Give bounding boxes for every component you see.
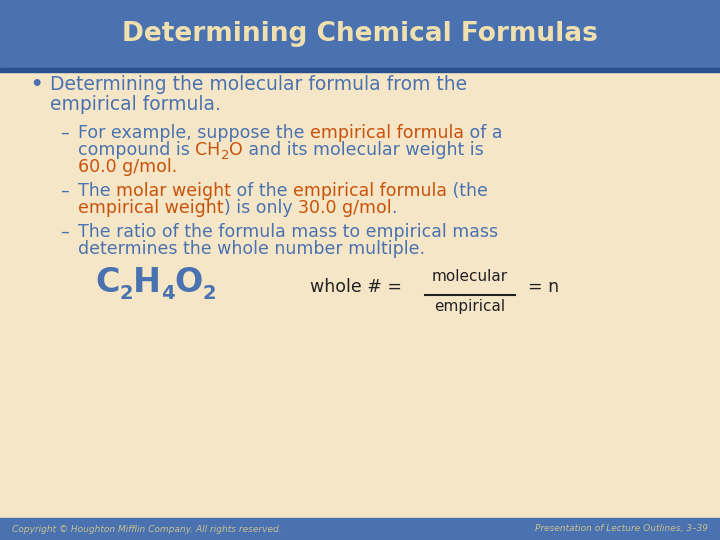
Text: compound is: compound is <box>78 141 195 159</box>
Bar <box>0 518 720 540</box>
Text: The ratio of the formula mass to empirical mass: The ratio of the formula mass to empiric… <box>78 223 498 241</box>
Text: CH: CH <box>195 141 220 159</box>
Text: empirical formula: empirical formula <box>310 124 464 142</box>
Text: Presentation of Lecture Outlines, 3–39: Presentation of Lecture Outlines, 3–39 <box>535 524 708 534</box>
Text: –: – <box>60 124 68 142</box>
Text: –: – <box>60 182 68 200</box>
Text: empirical: empirical <box>434 299 505 314</box>
Text: 60.0 g/mol.: 60.0 g/mol. <box>78 158 177 176</box>
Text: of a: of a <box>464 124 503 142</box>
Bar <box>0 68 720 72</box>
Text: –: – <box>60 223 68 241</box>
Text: molar weight: molar weight <box>116 182 231 200</box>
Text: = n: = n <box>528 278 559 296</box>
Text: C: C <box>95 266 120 299</box>
Text: 2: 2 <box>203 284 217 303</box>
Text: 4: 4 <box>161 284 175 303</box>
Bar <box>0 0 720 68</box>
Text: Determining the molecular formula from the: Determining the molecular formula from t… <box>50 75 467 94</box>
Text: empirical weight: empirical weight <box>78 199 223 217</box>
Text: .: . <box>391 199 397 217</box>
Text: For example, suppose the: For example, suppose the <box>78 124 310 142</box>
Text: and its molecular weight is: and its molecular weight is <box>243 141 484 159</box>
Text: molecular: molecular <box>432 269 508 284</box>
Text: 2: 2 <box>220 149 229 162</box>
Text: (the: (the <box>447 182 488 200</box>
Text: ) is only: ) is only <box>223 199 297 217</box>
Text: O: O <box>229 141 243 159</box>
Text: empirical formula: empirical formula <box>293 182 447 200</box>
Text: of the: of the <box>231 182 293 200</box>
Text: H: H <box>133 266 161 299</box>
Text: Determining Chemical Formulas: Determining Chemical Formulas <box>122 21 598 47</box>
Text: 2: 2 <box>120 284 133 303</box>
Text: O: O <box>175 266 203 299</box>
Text: whole # =: whole # = <box>310 278 402 296</box>
Text: The: The <box>78 182 116 200</box>
Text: Copyright © Houghton Mifflin Company. All rights reserved.: Copyright © Houghton Mifflin Company. Al… <box>12 524 282 534</box>
Text: empirical formula.: empirical formula. <box>50 95 221 114</box>
Text: 30.0 g/mol: 30.0 g/mol <box>297 199 391 217</box>
Text: determines the whole number multiple.: determines the whole number multiple. <box>78 240 425 258</box>
Text: •: • <box>30 75 42 94</box>
